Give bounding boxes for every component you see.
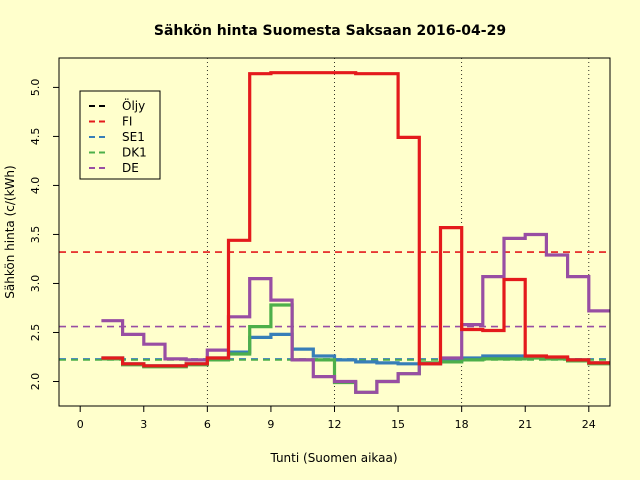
x-tick-label: 6: [204, 418, 211, 431]
x-tick-label: 15: [391, 418, 405, 431]
legend-label: FI: [122, 115, 132, 129]
legend-label: SE1: [122, 130, 145, 144]
x-axis: 0 3 6 9 12 15 18 21 24: [77, 405, 596, 431]
x-tick-label: 21: [518, 418, 532, 431]
x-tick-label: 3: [140, 418, 147, 431]
series-line-de: [101, 232, 610, 394]
y-tick-label: 2.0: [29, 373, 42, 391]
x-tick-label: 12: [328, 418, 342, 431]
legend-label: DK1: [122, 146, 147, 160]
legend-label: Öljy: [122, 97, 145, 113]
y-tick-label: 4.0: [29, 177, 42, 195]
y-tick-label: 4.5: [29, 128, 42, 146]
y-tick-label: 3.0: [29, 275, 42, 293]
x-axis-label: Tunti (Suomen aikaa): [269, 451, 397, 465]
x-tick-label: 18: [455, 418, 469, 431]
x-tick-label: 0: [77, 418, 84, 431]
series-line-fi: [101, 71, 610, 368]
y-axis-label: Sähkön hinta (c/(kWh): [3, 165, 17, 298]
chart-title: Sähkön hinta Suomesta Saksaan 2016-04-29: [154, 23, 506, 39]
y-tick-label: 2.5: [29, 324, 42, 342]
y-tick-label: 5.0: [29, 79, 42, 97]
series-lines: [101, 71, 610, 394]
legend-label: DE: [122, 161, 139, 175]
legend-box: [79, 90, 161, 180]
x-tick-label: 9: [267, 418, 274, 431]
y-axis: 2.0 2.5 3.0 3.5 4.0 4.5 5.0: [29, 79, 60, 391]
y-tick-label: 3.5: [29, 226, 42, 244]
x-tick-label: 24: [582, 418, 596, 431]
